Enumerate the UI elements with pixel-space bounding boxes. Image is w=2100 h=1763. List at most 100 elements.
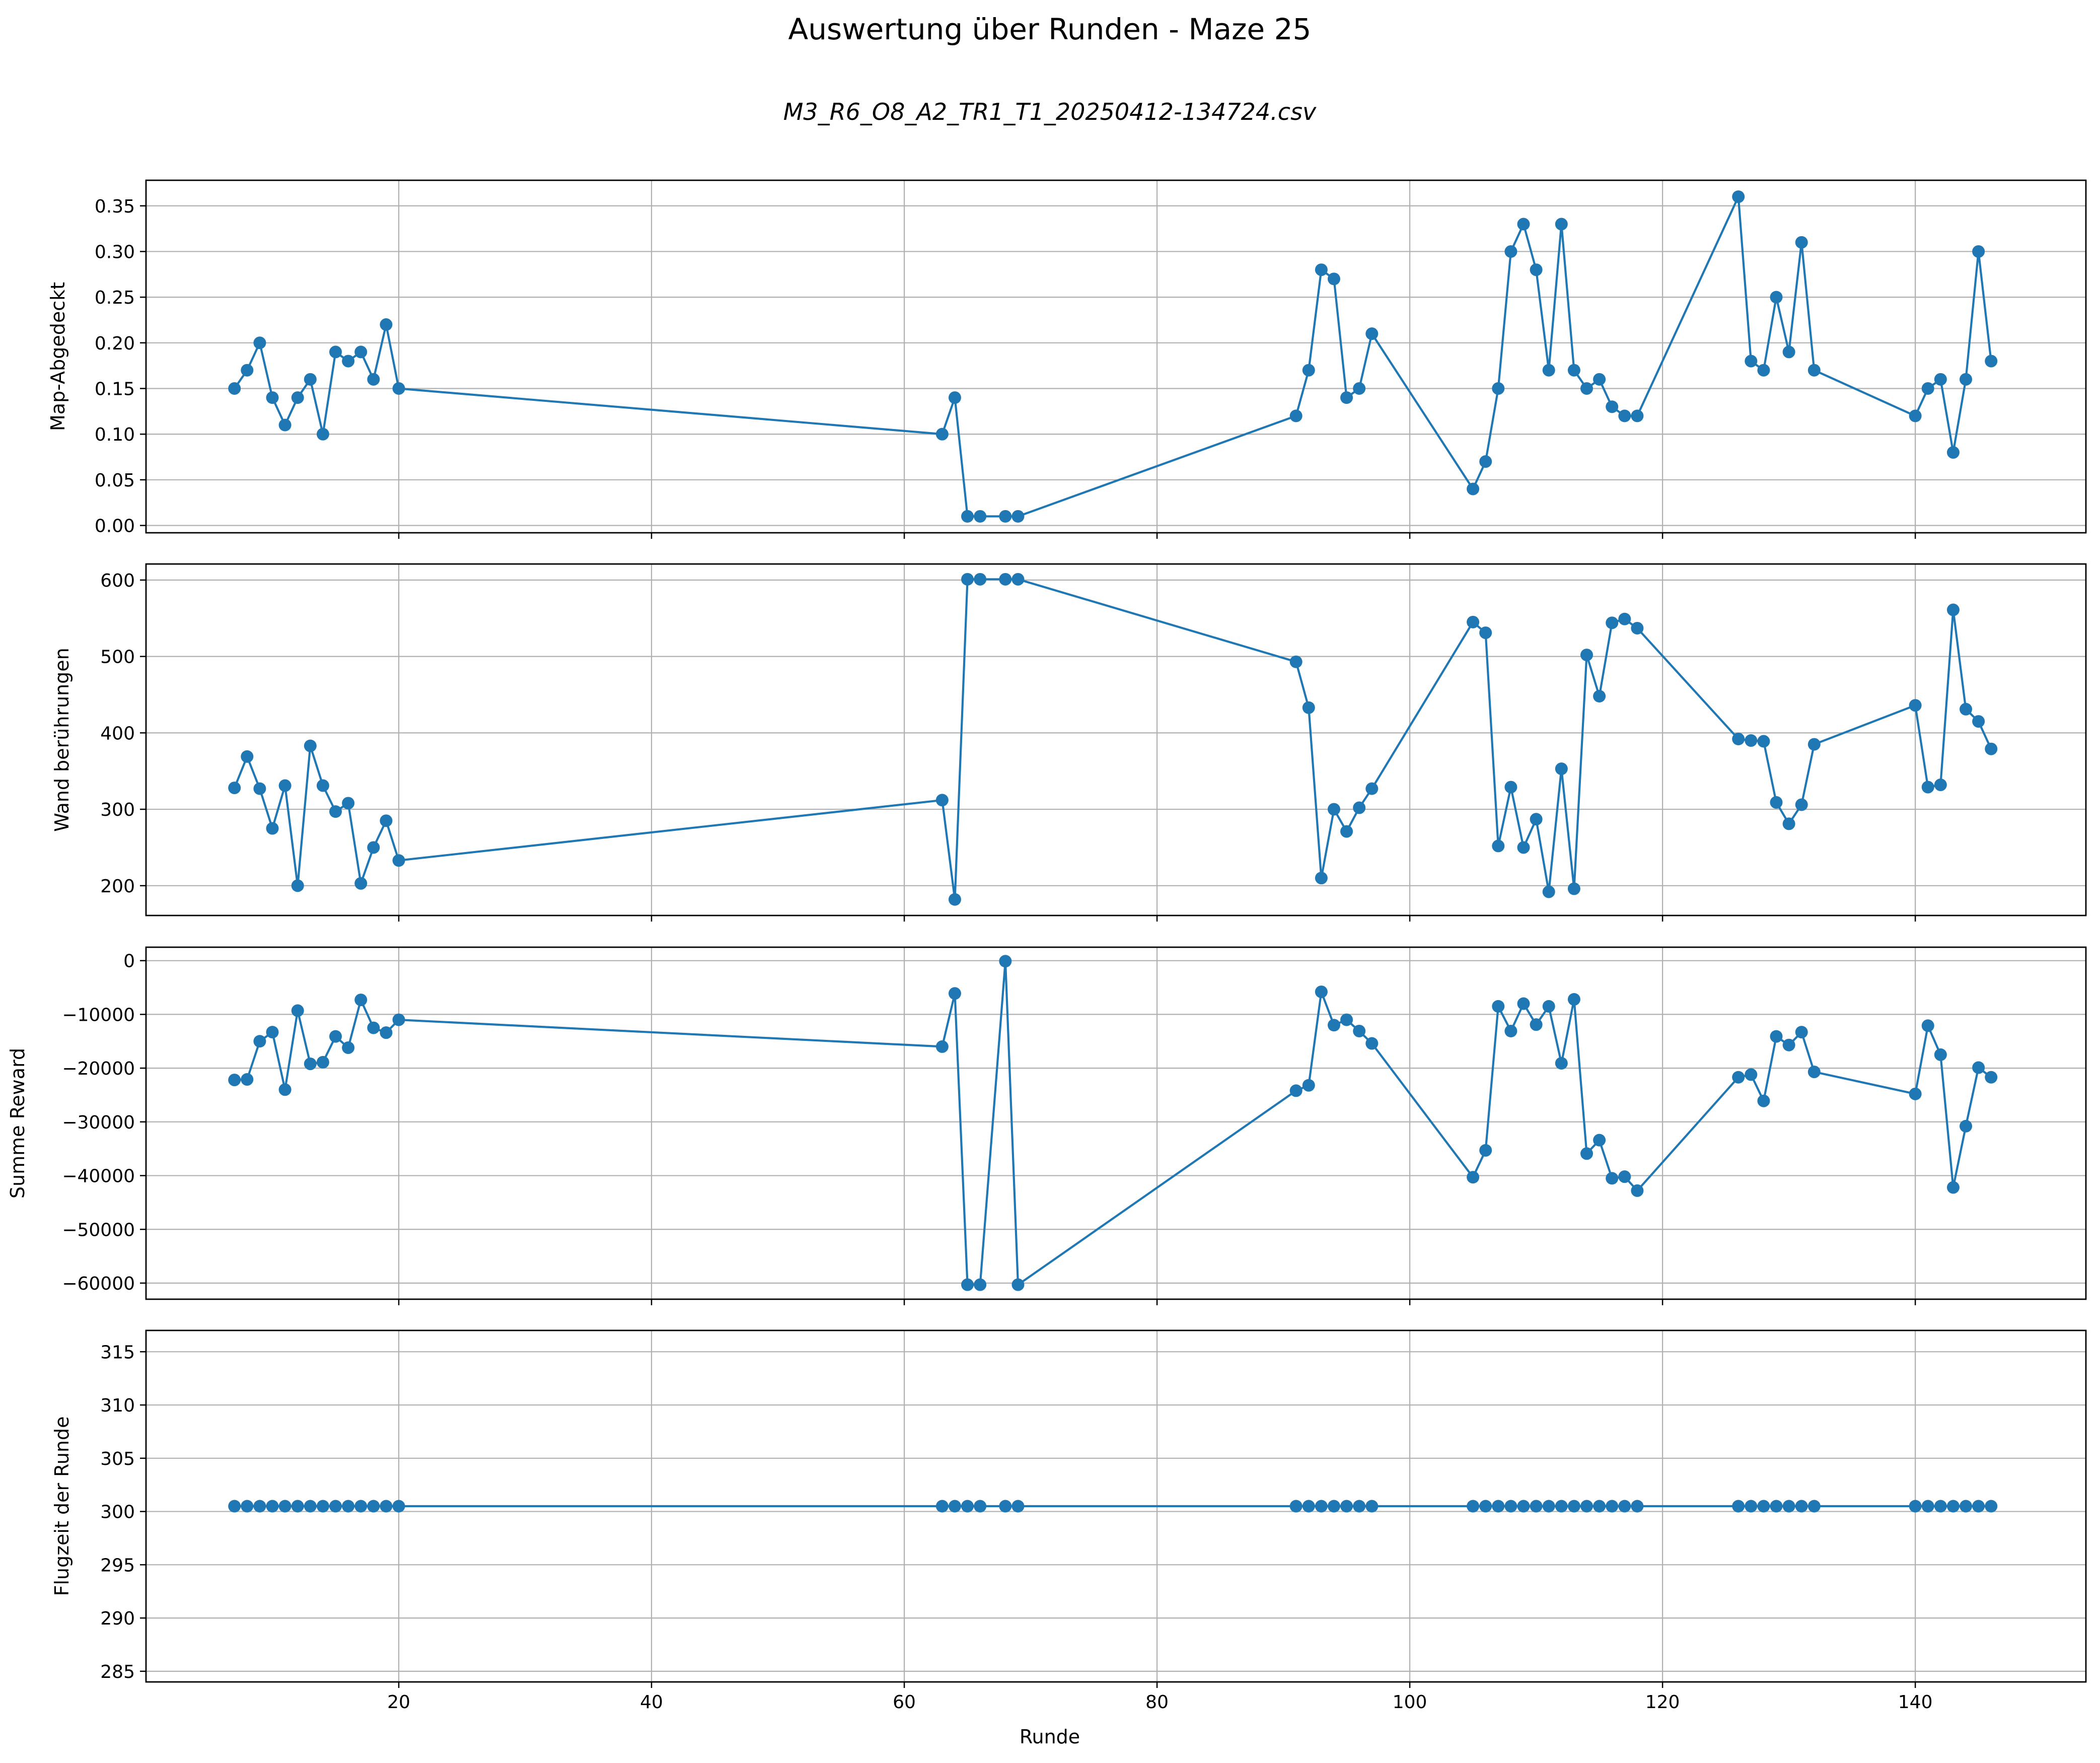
data-point [1555, 1057, 1568, 1070]
data-point [1782, 345, 1795, 359]
data-point [1467, 1171, 1480, 1184]
data-point [1985, 742, 1998, 755]
data-point [1289, 409, 1302, 422]
y-tick-label: −40000 [62, 1166, 135, 1187]
data-point [935, 428, 949, 441]
data-point [354, 877, 368, 890]
data-point [1934, 1048, 1947, 1061]
data-point [1567, 364, 1580, 377]
data-point [342, 355, 355, 368]
data-point [1934, 779, 1947, 792]
data-point [380, 1026, 393, 1039]
data-point [1909, 409, 1922, 422]
y-tick-label: 300 [100, 1502, 135, 1523]
data-point [1946, 603, 1960, 616]
data-point [974, 573, 987, 586]
data-point [1770, 291, 1783, 304]
subplot-2: 200 300 400 500 600 Wand berührungen [51, 563, 2087, 922]
data-point [948, 987, 961, 1000]
data-point [1365, 1500, 1379, 1513]
data-point [291, 1004, 304, 1017]
data-point [1315, 985, 1328, 999]
y-tick-label: 295 [100, 1555, 135, 1576]
data-point [1985, 1500, 1998, 1513]
data-point [961, 573, 974, 586]
data-point [1732, 1071, 1745, 1084]
y-tick-label: 305 [100, 1449, 135, 1469]
data-point [1909, 699, 1922, 712]
data-point [1011, 510, 1025, 523]
data-point [1011, 573, 1025, 586]
x-tick-label: 80 [1145, 1692, 1169, 1713]
data-point [1542, 1000, 1555, 1013]
data-point [1631, 409, 1644, 422]
axes-frame [145, 563, 2087, 916]
x-tick-label: 120 [1645, 1692, 1680, 1713]
data-point [1302, 1500, 1315, 1513]
data-point [1782, 1500, 1795, 1513]
data-point [974, 1278, 987, 1291]
data-point [1580, 1147, 1594, 1160]
x-axis-label: Runde [1020, 1726, 1080, 1748]
data-point [1327, 803, 1340, 816]
data-point [1593, 1134, 1606, 1147]
data-point [1467, 482, 1480, 496]
data-point [1909, 1087, 1922, 1100]
data-point [278, 779, 292, 792]
data-point [1517, 841, 1530, 854]
data-point [1315, 1500, 1328, 1513]
data-point [1757, 1500, 1770, 1513]
data-point [1530, 813, 1543, 826]
data-point [1327, 1019, 1340, 1032]
data-point [266, 1500, 279, 1513]
data-point [1807, 364, 1821, 377]
data-point [342, 1500, 355, 1513]
data-point [304, 1500, 317, 1513]
data-point [1353, 801, 1366, 814]
data-point [1365, 782, 1379, 795]
data-point [1011, 1278, 1025, 1291]
data-point [367, 373, 380, 386]
data-point [1365, 1037, 1379, 1050]
data-point [1479, 455, 1492, 468]
data-point [1542, 1500, 1555, 1513]
data-point [1530, 1018, 1543, 1031]
data-point [1580, 382, 1594, 395]
x-tick-label: 140 [1898, 1692, 1933, 1713]
data-point [253, 1500, 266, 1513]
data-point [1921, 382, 1934, 395]
data-point [1757, 1094, 1770, 1107]
data-point [948, 1500, 961, 1513]
data-point [380, 1500, 393, 1513]
data-point [316, 779, 329, 792]
data-point [1631, 1500, 1644, 1513]
data-point [999, 510, 1012, 523]
data-point [392, 854, 405, 867]
data-point [974, 1500, 987, 1513]
data-point [1567, 1500, 1580, 1513]
y-axis-label: Flugzeit der Runde [51, 1416, 73, 1596]
y-tick-label: −20000 [62, 1059, 135, 1079]
y-tick-label: 200 [100, 876, 135, 897]
data-point [278, 418, 292, 432]
data-point [1770, 1500, 1783, 1513]
data-point [1302, 701, 1315, 714]
data-point [1580, 649, 1594, 662]
data-point [1972, 1061, 1985, 1074]
y-tick-label: 0.10 [95, 425, 135, 445]
data-point [1542, 885, 1555, 898]
data-point [1492, 1500, 1505, 1513]
data-point [1492, 839, 1505, 853]
data-point [342, 797, 355, 810]
data-point [354, 994, 368, 1007]
data-point [1302, 364, 1315, 377]
y-axis-label: Summe Reward [7, 1048, 29, 1198]
data-point [1972, 715, 1985, 728]
data-point [228, 1500, 241, 1513]
data-point [392, 382, 405, 395]
data-point [1606, 1172, 1619, 1185]
data-point [316, 428, 329, 441]
data-point [1504, 245, 1517, 258]
data-point [316, 1055, 329, 1069]
